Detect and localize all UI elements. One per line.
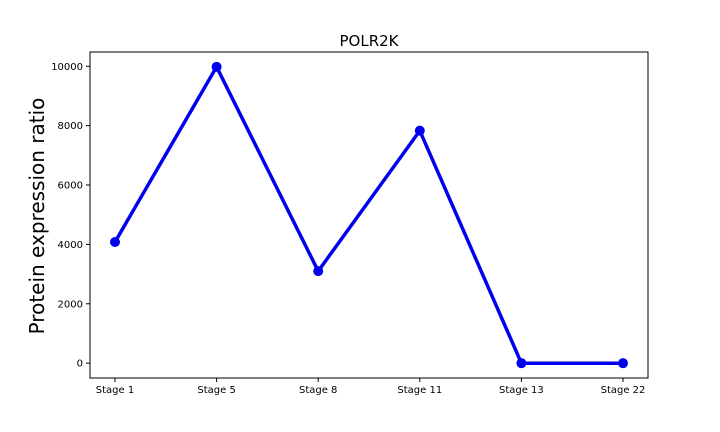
- y-tick-label: 0: [77, 359, 83, 370]
- y-axis-ticks: 0 2000 4000 6000 8000 10000: [51, 62, 90, 370]
- series-line: [113, 63, 623, 365]
- y-tick-label: 4000: [58, 240, 83, 251]
- y-tick-label: 10000: [51, 62, 83, 73]
- data-point: [313, 266, 324, 277]
- x-axis-ticks: Stage 1 Stage 5 Stage 8 Stage 11 Stage 13 Sta…: [96, 378, 646, 396]
- data-point: [414, 125, 425, 136]
- chart-title: POLR2K: [339, 32, 399, 50]
- x-tick-label: Stage 8: [299, 385, 337, 396]
- y-axis-label: Protein expression ratio: [25, 98, 49, 335]
- x-tick-label: Stage 11: [397, 385, 442, 396]
- y-tick-label: 2000: [58, 299, 83, 310]
- data-point: [516, 358, 527, 369]
- y-tick-label: 8000: [58, 121, 83, 132]
- plot-frame: [89, 51, 649, 379]
- series-group: [110, 61, 628, 369]
- data-point: [211, 61, 222, 72]
- x-tick-label: Stage 13: [499, 385, 544, 396]
- data-point: [618, 358, 628, 369]
- x-tick-label: Stage 22: [601, 385, 646, 396]
- x-tick-label: Stage 1: [96, 385, 134, 396]
- data-point: [110, 237, 120, 248]
- y-tick-label: 6000: [58, 181, 83, 192]
- x-tick-label: Stage 5: [197, 385, 235, 396]
